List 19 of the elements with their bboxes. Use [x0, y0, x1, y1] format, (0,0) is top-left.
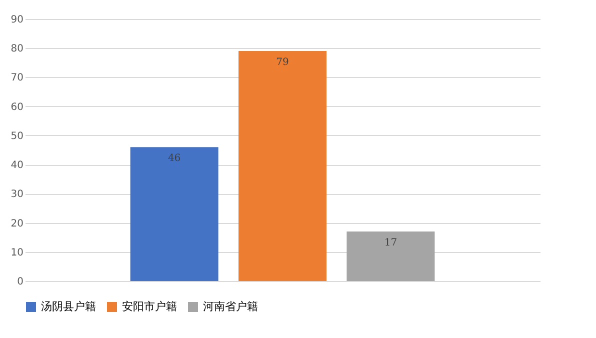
data-label: 46: [168, 153, 181, 164]
legend-label: 安阳市户籍: [122, 300, 177, 313]
y-tick-label: 80: [10, 44, 24, 55]
legend-label: 河南省户籍: [203, 300, 258, 313]
y-tick-label: 20: [10, 218, 24, 230]
y-tick-label: 90: [10, 14, 24, 26]
data-label: 79: [276, 57, 289, 68]
bar: [238, 51, 326, 281]
y-tick-label: 50: [10, 130, 24, 142]
y-tick-label: 0: [17, 276, 24, 288]
y-tick-label: 70: [10, 72, 24, 84]
bar: [130, 147, 218, 281]
data-label: 17: [384, 238, 398, 249]
y-tick-label: 60: [10, 102, 24, 113]
legend-label: 汤阴县户籍: [41, 300, 96, 313]
bar: [346, 232, 435, 281]
y-tick-label: 10: [10, 247, 24, 258]
y-tick-label: 30: [10, 189, 24, 200]
y-tick-label: 40: [10, 160, 24, 172]
